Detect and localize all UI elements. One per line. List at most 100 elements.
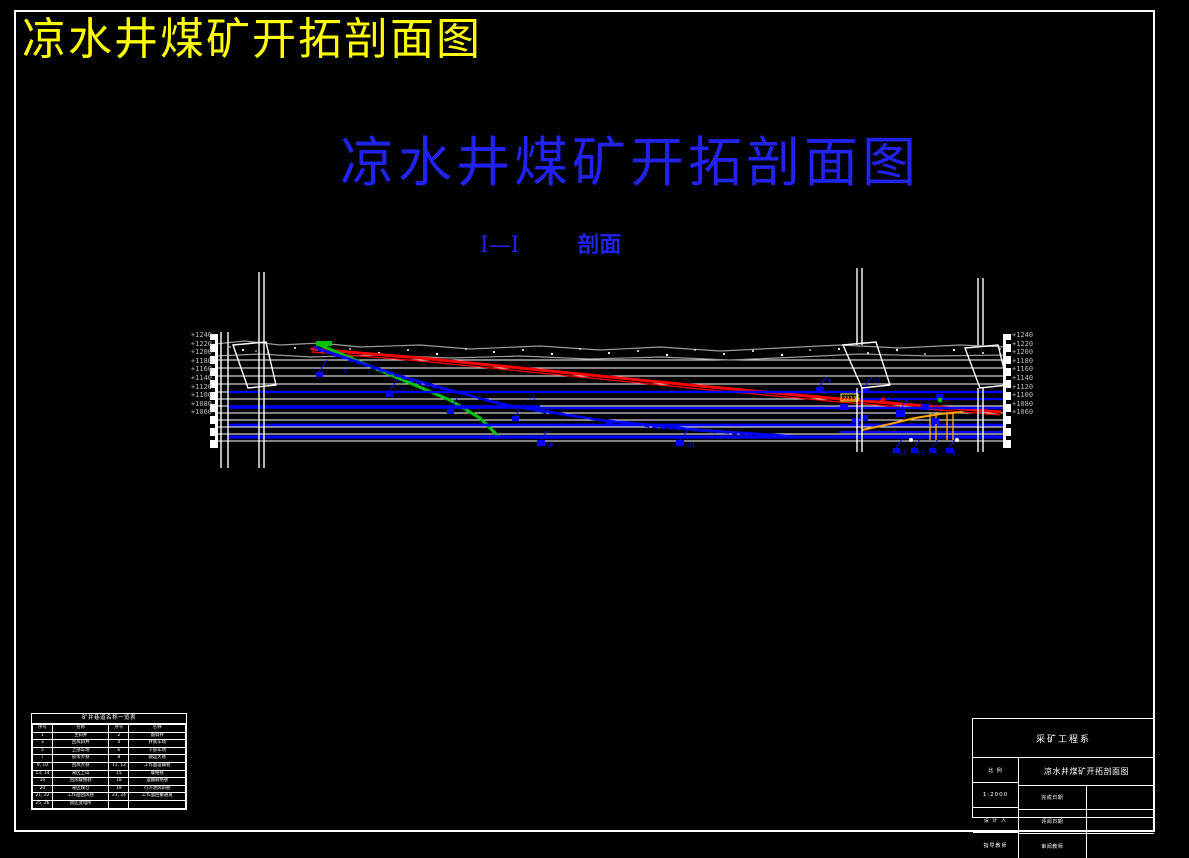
table-header-row: 序号 名称 序号 名称 bbox=[32, 724, 186, 733]
section-label: 剖面 bbox=[577, 233, 622, 258]
elev-tick-label: +1080 bbox=[1012, 399, 1034, 408]
cell-name bbox=[128, 799, 186, 809]
roadway-legend-table: 矿井巷道名称一览表 序号 名称 序号 名称 1 主斜井 2 副斜井 3 回风斜井… bbox=[31, 713, 187, 810]
table-row: 3 回风斜井 4 井底车场 bbox=[32, 739, 186, 748]
cell-seq: 20 bbox=[32, 784, 53, 794]
col-header-name2: 名称 bbox=[128, 724, 186, 733]
table-row: 7 胶带大巷 8 辅运大巷 bbox=[32, 754, 186, 763]
col-header-seq: 序号 bbox=[32, 724, 53, 733]
elev-tick-label: +1200 bbox=[1012, 348, 1034, 357]
elev-tick-label: +1160 bbox=[1012, 365, 1034, 374]
elev-tick-label: +1120 bbox=[1012, 382, 1034, 391]
cell-seq: 1 bbox=[32, 731, 53, 741]
table-row: 1 主斜井 2 副斜井 bbox=[32, 731, 186, 741]
elev-tick-label: +1180 bbox=[190, 356, 212, 365]
col-header-seq2: 序号 bbox=[108, 724, 130, 733]
cell-name: 回风大巷 bbox=[51, 761, 110, 771]
drawing-title: 凉水井煤矿开拓剖面图 bbox=[340, 131, 920, 194]
title-block-row: 审阅教师 评阅日期 bbox=[1019, 834, 1154, 858]
completion-date-value[interactable] bbox=[1087, 786, 1155, 809]
scale-value: 1:2000 bbox=[973, 783, 1018, 808]
department-name: 采矿工程系 bbox=[973, 719, 1154, 758]
table-row: 21, 22 工作面回风巷 23, 24 工作面回撤通道 bbox=[32, 792, 186, 801]
page-title: 凉水井煤矿开拓剖面图 bbox=[22, 14, 482, 65]
table-row: 5 上部车场 6 下部车场 bbox=[32, 746, 186, 756]
elev-tick-label: +1140 bbox=[190, 373, 212, 382]
cell-seq: 23, 24 bbox=[108, 792, 130, 801]
cell-seq: 9, 10 bbox=[32, 761, 53, 771]
cell-name: 联络巷 bbox=[128, 769, 186, 779]
elev-tick-label: +1220 bbox=[190, 339, 212, 348]
elev-tick-label: +1220 bbox=[1012, 339, 1034, 348]
cell-seq: 18 bbox=[108, 777, 130, 786]
cell-seq: 6 bbox=[108, 746, 130, 756]
legend-table-grid: 序号 名称 序号 名称 1 主斜井 2 副斜井 3 回风斜井 4 井底车场 5 … bbox=[32, 724, 186, 809]
title-block-row: 完成日期 bbox=[1019, 786, 1154, 810]
cell-name: 胶带大巷 bbox=[51, 754, 110, 763]
advisor-label: 指导教师 bbox=[983, 843, 1008, 849]
elev-tick-label: +1060 bbox=[190, 408, 212, 417]
elev-tick-label: +1240 bbox=[190, 331, 212, 339]
elev-tick-label: +1140 bbox=[1012, 373, 1034, 382]
title-block: 采矿工程系 比 例 1:2000 设 计 人 指导教师 凉水井煤矿开拓剖面图 完… bbox=[972, 718, 1155, 858]
reviewer-date-label: 评阅日期 bbox=[1086, 838, 1151, 857]
table-row: 16 回风联络巷 18 运输联络巷 bbox=[32, 777, 186, 786]
cell-name: 副斜井 bbox=[128, 731, 186, 741]
cell-seq bbox=[108, 799, 130, 809]
cell-seq: 13, 14 bbox=[32, 769, 53, 779]
legend-table-caption: 矿井巷道名称一览表 bbox=[32, 714, 186, 724]
elev-tick-label: +1080 bbox=[190, 399, 212, 408]
cell-seq: 15 bbox=[108, 769, 130, 779]
cell-name: 上部车场 bbox=[51, 746, 110, 756]
cell-name: 工作面回风巷 bbox=[51, 792, 110, 801]
drawing-subtitle: I—I 剖面 bbox=[480, 232, 621, 260]
cell-seq: 7 bbox=[32, 754, 53, 763]
table-row: 20 采区煤仓 19 行人进风斜巷 bbox=[32, 784, 186, 794]
elev-tick-label: +1060 bbox=[1012, 408, 1034, 417]
scale-label: 比 例 bbox=[973, 758, 1018, 783]
cell-seq: 4 bbox=[108, 739, 130, 748]
elev-tick-label: +1240 bbox=[1012, 331, 1034, 339]
drawing-name: 凉水井煤矿开拓剖面图 bbox=[1019, 758, 1154, 786]
title-block-row: 评阅日期 bbox=[1019, 810, 1154, 834]
cell-seq: 5 bbox=[32, 746, 53, 756]
cell-name: 工作面回撤通道 bbox=[128, 792, 186, 801]
elevation-axis-right: +1240 +1220 +1200 +1180 +1160 +1140 +112… bbox=[1012, 331, 1042, 417]
elev-tick-label: +1180 bbox=[1012, 356, 1034, 365]
reviewer-label: 审阅教师 bbox=[1019, 834, 1087, 858]
completion-date-label: 完成日期 bbox=[1019, 786, 1087, 809]
designer-label: 设 计 人 bbox=[973, 808, 1018, 833]
cell-name: 辅运大巷 bbox=[128, 754, 186, 763]
table-row: 25, 26 盘区变电所 bbox=[32, 799, 186, 809]
cell-name: 回风联络巷 bbox=[51, 777, 110, 786]
elev-tick-label: +1100 bbox=[1012, 391, 1034, 400]
section-marker: I—I bbox=[480, 233, 520, 258]
cell-seq: 3 bbox=[32, 739, 53, 748]
cell-name: 下部车场 bbox=[128, 746, 186, 756]
cell-name: 采区上山 bbox=[51, 769, 110, 779]
table-row: 9, 10 回风大巷 11, 12 工作面运输巷 bbox=[32, 761, 186, 771]
cell-name: 主斜井 bbox=[51, 731, 110, 741]
elevation-axis-left: +1240 +1220 +1200 +1180 +1160 +1140 +112… bbox=[186, 331, 212, 417]
elev-tick-label: +1100 bbox=[190, 391, 212, 400]
cell-seq: 25, 26 bbox=[32, 799, 53, 809]
drawing-frame-border bbox=[14, 10, 1155, 832]
cell-name: 回风斜井 bbox=[51, 739, 110, 748]
cell-name: 井底车场 bbox=[128, 739, 186, 748]
elev-tick-label: +1200 bbox=[190, 348, 212, 357]
review-date-value[interactable] bbox=[1087, 810, 1155, 833]
table-row: 13, 14 采区上山 15 联络巷 bbox=[32, 769, 186, 779]
cell-seq: 19 bbox=[108, 784, 130, 794]
elev-tick-label: +1160 bbox=[190, 365, 212, 374]
review-date-label: 评阅日期 bbox=[1019, 810, 1087, 833]
cell-seq: 2 bbox=[108, 731, 130, 741]
col-header-name: 名称 bbox=[51, 724, 110, 733]
cell-name: 工作面运输巷 bbox=[128, 761, 186, 771]
cell-name: 行人进风斜巷 bbox=[128, 784, 186, 794]
cell-seq: 21, 22 bbox=[32, 792, 53, 801]
elev-tick-label: +1120 bbox=[190, 382, 212, 391]
cell-name: 采区煤仓 bbox=[51, 784, 110, 794]
cell-seq: 8 bbox=[108, 754, 130, 763]
cell-seq: 16 bbox=[32, 777, 53, 786]
